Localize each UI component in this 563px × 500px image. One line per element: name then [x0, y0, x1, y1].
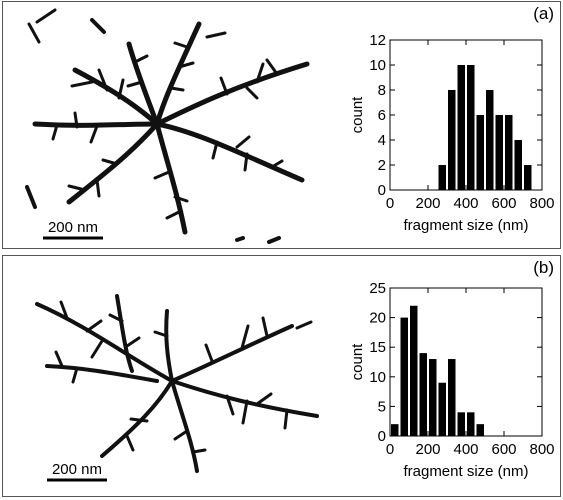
x-tick-label-a-4: 800	[529, 195, 554, 212]
bar-b-3	[419, 353, 427, 436]
y-tick-label-a-5: 10	[369, 57, 386, 74]
bar-a-9	[524, 165, 532, 190]
y-tick-label-b-5: 25	[369, 280, 386, 297]
y-tick-label-b-1: 5	[378, 398, 386, 415]
bar-b-5	[438, 382, 446, 436]
bar-b-2	[410, 305, 418, 436]
bar-a-0	[438, 165, 446, 190]
bar-b-1	[400, 317, 408, 436]
y-axis-label-a: count	[349, 96, 366, 134]
y-tick-label-b-0: 0	[378, 428, 386, 445]
x-tick-label-b-0: 0	[386, 441, 394, 458]
y-tick-label-a-0: 0	[378, 182, 386, 199]
scale-bar-label-a: 200 nm	[48, 219, 98, 236]
micrograph-a: 200 nm	[25, 8, 310, 244]
bar-a-5	[486, 90, 494, 190]
x-tick-label-b-2: 400	[453, 441, 478, 458]
x-axis-label-b: fragment size (nm)	[403, 463, 528, 480]
x-tick-label-a-3: 600	[491, 195, 516, 212]
y-tick-label-a-2: 4	[378, 132, 386, 149]
bar-a-4	[476, 115, 484, 190]
y-tick-label-b-4: 20	[369, 310, 386, 327]
panel-a: 200 nm 0 2 4 6 8 10 12 0 200 400 600 800 fragment si…	[2, 1, 561, 249]
bar-a-8	[514, 140, 522, 190]
y-tick-label-a-6: 12	[369, 32, 386, 49]
x-tick-label-a-0: 0	[386, 195, 394, 212]
bar-b-4	[429, 359, 437, 436]
y-tick-label-b-2: 10	[369, 369, 386, 386]
scale-bar-label-b: 200 nm	[52, 461, 102, 478]
panel-label-a: (a)	[533, 4, 554, 23]
x-tick-label-b-4: 800	[529, 441, 554, 458]
bar-a-3	[467, 65, 475, 190]
bar-a-7	[505, 115, 513, 190]
bar-b-8	[467, 412, 475, 436]
bar-a-2	[457, 65, 465, 190]
y-tick-label-b-3: 15	[369, 339, 386, 356]
bar-b-7	[457, 412, 465, 436]
dendrite-structure-b	[35, 294, 319, 473]
x-tick-label-b-1: 200	[415, 441, 440, 458]
y-tick-label-a-1: 2	[378, 157, 386, 174]
scale-bar-a: 200 nm	[43, 219, 103, 240]
bar-a-6	[495, 115, 503, 190]
bar-a-1	[448, 90, 456, 190]
panel-b: 200 nm 0 5 10 15 20 25 0 200 400 600 800 fragment s…	[2, 255, 561, 497]
x-tick-label-b-3: 600	[491, 441, 516, 458]
y-tick-label-a-3: 6	[378, 107, 386, 124]
micrograph-b: 200 nm	[35, 294, 319, 482]
scale-bar-b: 200 nm	[47, 461, 107, 482]
x-tick-label-a-2: 400	[453, 195, 478, 212]
y-tick-label-a-4: 8	[378, 82, 386, 99]
dendrite-structure-a	[25, 8, 310, 244]
x-axis-label-a: fragment size (nm)	[403, 217, 528, 234]
y-axis-label-b: count	[349, 343, 366, 381]
panel-label-b: (b)	[533, 258, 554, 277]
bar-b-6	[448, 359, 456, 436]
bar-b-9	[476, 424, 484, 436]
x-tick-label-a-1: 200	[415, 195, 440, 212]
bar-b-0	[391, 424, 399, 436]
